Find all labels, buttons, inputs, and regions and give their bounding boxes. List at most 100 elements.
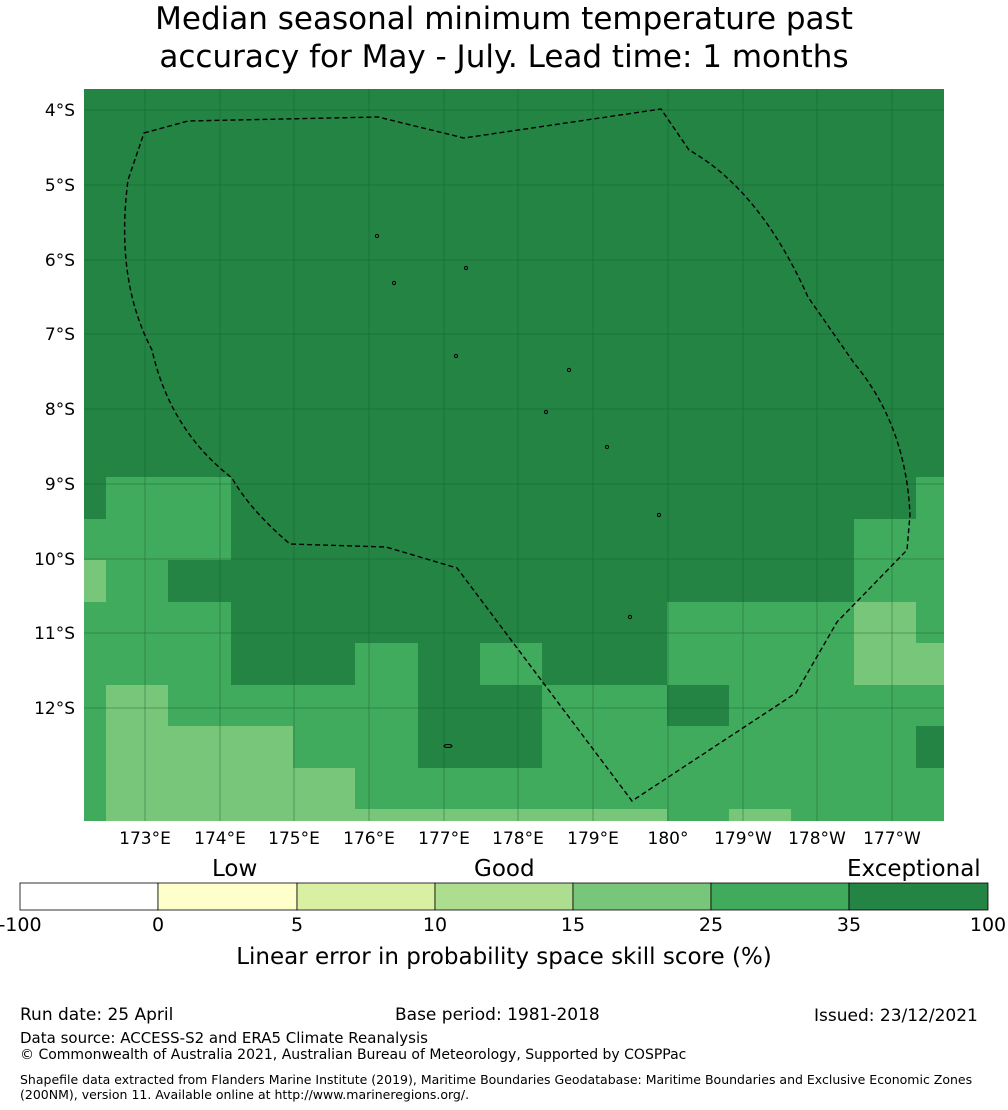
grid-cell [667,726,729,768]
grid-cell [84,519,106,560]
latitude-label: 5°S [45,176,75,196]
grid-cell [854,602,916,643]
colorbar [19,882,989,911]
grid-cell [604,809,667,821]
grid-cell [604,685,667,726]
grid-cell [84,643,106,685]
grid-cell [542,726,604,768]
latitude-label: 10°S [34,550,75,570]
longitude-label: 179°W [714,829,772,849]
grid-cell [791,726,854,768]
grid-cell [667,768,729,809]
colorbar-title: Linear error in probability space skill … [236,944,772,970]
grid-cell [106,477,168,519]
grid-cell [667,809,729,821]
grid-cell [480,643,542,685]
grid-cell [916,560,944,602]
longitude-label: 180° [648,829,689,849]
colorbar-tick: 35 [836,914,862,936]
copyright: © Commonwealth of Australia 2021, Austra… [20,1047,687,1063]
run-date: Run date: 25 April [20,1005,174,1025]
grid-cell [168,477,231,519]
issued-date: Issued: 23/12/2021 [814,1006,978,1026]
grid-cell [106,809,168,821]
grid-cell [480,809,542,821]
legend-category-exceptional: Exceptional [847,856,981,882]
colorbar-segment [710,882,850,911]
longitude-label: 173°E [119,829,171,849]
latitude-label: 8°S [45,400,75,420]
longitude-labels: 173°E 174°E 175°E 176°E 177°E 178°E 179°E 180° 1… [119,829,921,849]
grid-cell [916,602,944,643]
grid-cell [791,685,854,726]
colorbar-segment [572,882,712,911]
island-outline [391,280,397,286]
grid-cell [355,809,418,821]
latitude-label: 4°S [45,101,75,121]
colorbar-segment [19,882,159,911]
colorbar-tick: 25 [698,914,724,936]
island-outline [604,444,610,450]
longitude-label: 177°W [863,829,921,849]
grid-cell [791,602,854,643]
longitude-label: 175°E [268,829,320,849]
colorbar-tick: 0 [151,914,165,936]
grid-cell [168,602,231,643]
grid-cell [729,643,791,685]
grid-cell [667,643,729,685]
grid-cell [916,477,944,519]
grid-cell [355,685,418,726]
grid-cell [854,685,916,726]
map-title: Median seasonal minimum temperature past… [0,0,1008,76]
grid-cell [791,809,854,821]
eez-boundary [123,108,911,802]
island-outline [463,265,469,271]
grid-cell [293,685,355,726]
island-outlines [374,233,662,748]
island-outline [566,367,572,373]
grid-cell [791,643,854,685]
grid-cell [542,685,604,726]
grid-cell [729,726,791,768]
latitude-label: 9°S [45,475,75,495]
grid-cell [106,685,168,726]
grid-cell [355,643,418,685]
grid-cell [667,602,729,643]
grid-cell [106,768,168,809]
grid-cell [729,602,791,643]
latitude-labels: 4°S 5°S 6°S 7°S 8°S 9°S 10°S 11°S 12°S [34,101,75,719]
colorbar-tick: 5 [290,914,304,936]
grid-cell [791,768,854,809]
grid-cell [84,602,106,643]
grid-cell [106,519,168,560]
longitude-label: 174°E [194,829,246,849]
grid-cell [355,768,418,809]
grid-cell [231,726,293,768]
title-line-2: accuracy for May - July. Lead time: 1 mo… [159,39,849,75]
title-line-1: Median seasonal minimum temperature past [155,1,853,37]
grid-cell [542,768,604,809]
grid-cell [916,643,944,685]
colorbar-segment [157,882,298,911]
latitude-label: 11°S [34,624,75,644]
grid-cell [916,685,944,726]
grid-cell [916,768,944,809]
grid-cell [106,560,168,602]
grid-cell [355,726,418,768]
grid-cell [84,768,106,809]
grid-cell [231,685,293,726]
skill-score-grid [84,89,944,821]
base-period: Base period: 1981-2018 [395,1005,600,1025]
grid-cell [231,768,293,809]
grid-cell [168,519,231,560]
longitude-label: 179°E [567,829,619,849]
island-outline [627,614,633,620]
grid-cell [106,643,168,685]
grid-cell [84,560,106,602]
grid-cell [293,726,355,768]
grid-cell [480,768,542,809]
latitude-label: 7°S [45,325,75,345]
island-outline [453,353,459,359]
grid-cell [106,726,168,768]
